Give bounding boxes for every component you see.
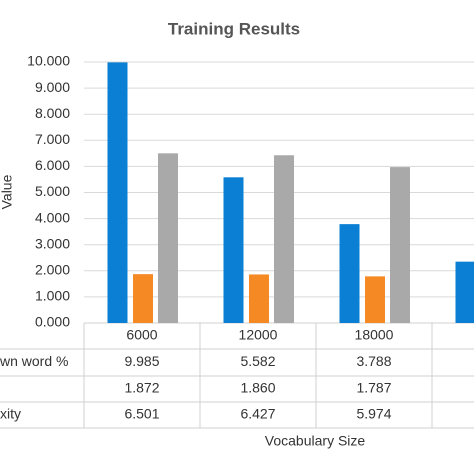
bar xyxy=(339,224,360,323)
bar xyxy=(274,155,294,323)
bar xyxy=(455,261,474,323)
table-value: 5.974 xyxy=(356,406,391,422)
x-axis-title: Vocabulary Size xyxy=(265,433,366,449)
legend-label: wn word % xyxy=(0,353,68,369)
y-tick-label: 4.000 xyxy=(35,209,70,225)
legend-label: xity xyxy=(0,406,21,422)
y-tick-label: 10.000 xyxy=(27,53,70,69)
y-tick-label: 6.000 xyxy=(35,157,70,173)
y-tick-label: 2.000 xyxy=(35,262,70,278)
bar xyxy=(133,274,153,323)
y-tick-label: 9.000 xyxy=(35,79,70,95)
y-axis-title: Value xyxy=(0,174,15,209)
y-tick-label: 3.000 xyxy=(35,235,70,251)
x-tick-label: 6000 xyxy=(126,327,157,343)
bar xyxy=(390,167,410,323)
table-value: 1.787 xyxy=(356,380,391,396)
y-tick-label: 8.000 xyxy=(35,105,70,121)
table-value: 1.872 xyxy=(124,380,159,396)
table-value: 9.985 xyxy=(124,353,159,369)
chart-title: Training Results xyxy=(168,19,300,38)
y-tick-label: 0.000 xyxy=(35,314,70,330)
x-tick-label: 12000 xyxy=(239,327,278,343)
bar xyxy=(365,276,385,323)
bar xyxy=(223,177,244,323)
x-tick-label: 18000 xyxy=(355,327,394,343)
bar xyxy=(158,153,178,323)
table-value: 5.582 xyxy=(240,353,275,369)
y-tick-label: 5.000 xyxy=(35,183,70,199)
table-value: 3.788 xyxy=(356,353,391,369)
bar xyxy=(107,62,128,323)
y-tick-label: 7.000 xyxy=(35,131,70,147)
table-value: 6.501 xyxy=(124,406,159,422)
table-value: 6.427 xyxy=(240,406,275,422)
table-value: 1.860 xyxy=(240,380,275,396)
bar xyxy=(249,274,269,323)
y-tick-label: 1.000 xyxy=(35,288,70,304)
